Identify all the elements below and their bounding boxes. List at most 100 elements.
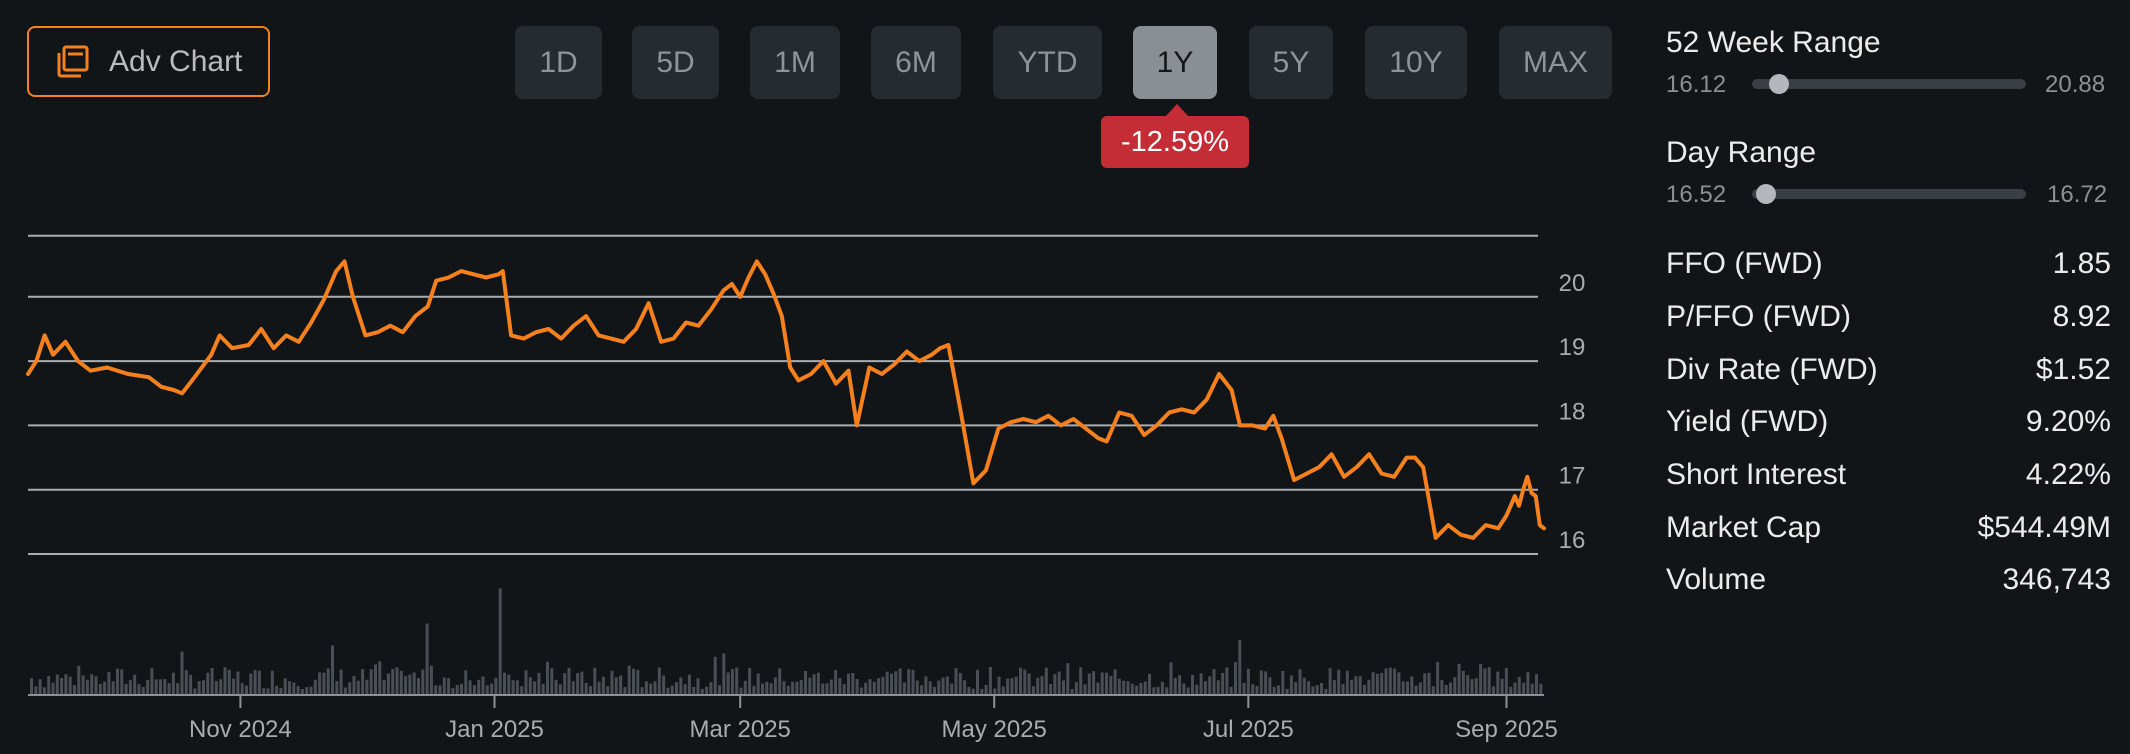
volume-bar [752,685,756,695]
range-button-ytd[interactable]: YTD [993,26,1102,99]
volume-bar [1130,683,1134,695]
volume-bar [808,677,812,695]
range-button-1y[interactable]: 1Y [1133,26,1217,99]
volume-bar [816,672,820,695]
volume-bar [1431,686,1435,695]
volume-bar [159,679,162,695]
volume-bar [748,668,752,695]
volume-bar [632,668,635,695]
range-button-1d[interactable]: 1D [515,26,602,99]
volume-bar [309,686,313,695]
volume-bar [1418,682,1422,695]
volume-bar [249,673,253,695]
price-line [26,259,1546,540]
volume-bar [223,667,227,695]
volume-bar [937,680,941,695]
volume-bar [515,680,519,695]
volume-bar [713,656,717,695]
stat-label: Div Rate (FWD) [1666,353,1878,386]
volume-bar [460,683,463,695]
volume-bar [38,679,42,695]
volume-bar [103,681,107,695]
volume-bar [197,681,201,695]
volume-bar [890,673,893,695]
volume-bar [627,665,631,695]
volume-bar [1440,679,1444,695]
volume-bar [382,679,386,695]
volume-bar [94,676,98,695]
volume-bar [374,664,377,695]
volume-bar [490,683,494,695]
volume-bar [206,672,210,695]
range-button-1m[interactable]: 1M [750,26,840,99]
volume-bar [1487,667,1491,695]
stat-label: P/FFO (FWD) [1666,300,1851,333]
volume-bar [1199,673,1203,695]
volume-bar [503,672,506,695]
volume-bar [468,680,472,695]
volume-bar [1234,662,1237,695]
x-tick-label: May 2025 [941,716,1046,743]
volume-bar [1053,674,1057,695]
range-button-10y[interactable]: 10Y [1365,26,1467,99]
volume-bar [743,680,747,695]
volume-bar [1001,686,1005,695]
volume-bar [761,683,764,695]
day-range-label: Day Range [1666,136,1817,169]
volume-bar [1023,669,1027,695]
range-button-5y[interactable]: 5Y [1249,26,1333,99]
volume-bar [1307,681,1311,695]
volume-bar [1479,664,1483,695]
volume-bar [855,679,859,695]
volume-bar [773,677,777,695]
volume-bar [1062,680,1065,695]
volume-bar [318,672,322,695]
range-button-6m[interactable]: 6M [871,26,961,99]
volume-bar [270,670,274,695]
range-button-max[interactable]: MAX [1499,26,1612,99]
volume-bar [1298,669,1302,695]
volume-bar [795,681,799,695]
volume-bar [1324,688,1328,695]
volume-bar [1148,673,1151,695]
range-button-5d[interactable]: 5D [632,26,719,99]
volume-bar [369,669,373,695]
volume-bar [1388,667,1392,695]
volume-bar [494,677,498,695]
volume-bar [1036,677,1040,695]
volume-bar [606,686,610,695]
volume-bar [507,674,511,695]
volume-bar [133,674,137,695]
volume-bar [859,687,863,695]
volume-bar [812,674,816,695]
volume-bar [335,681,339,695]
volume-bar [421,669,425,695]
volume-bar [1259,670,1263,695]
volume-bar [1195,684,1199,695]
volume-bar [1277,685,1280,695]
volume-bar [528,677,532,695]
volume-bar [722,653,726,695]
volume-bar [739,687,743,695]
volume-bar [472,685,476,695]
volume-bar [1474,678,1478,695]
volume-bar [636,670,640,695]
volume-bar [933,687,936,695]
volume-bar [984,685,988,695]
volume-bar [610,670,614,695]
volume-bar [958,673,962,695]
volume-bar [1367,679,1371,695]
volume-bar [945,676,949,695]
volume-bar [176,683,180,695]
volume-bar [1139,682,1143,695]
volume-bar [1530,683,1534,695]
volume-bar [601,676,605,695]
volume-bar [227,669,231,695]
volume-bar [1014,676,1018,695]
volume-bar [253,669,257,695]
volume-bar [963,680,967,695]
volume-bar [1436,662,1440,695]
adv-chart-button[interactable]: Adv Chart [27,26,270,97]
volume-bar [696,678,700,695]
stat-value: $1.52 [2035,353,2111,386]
